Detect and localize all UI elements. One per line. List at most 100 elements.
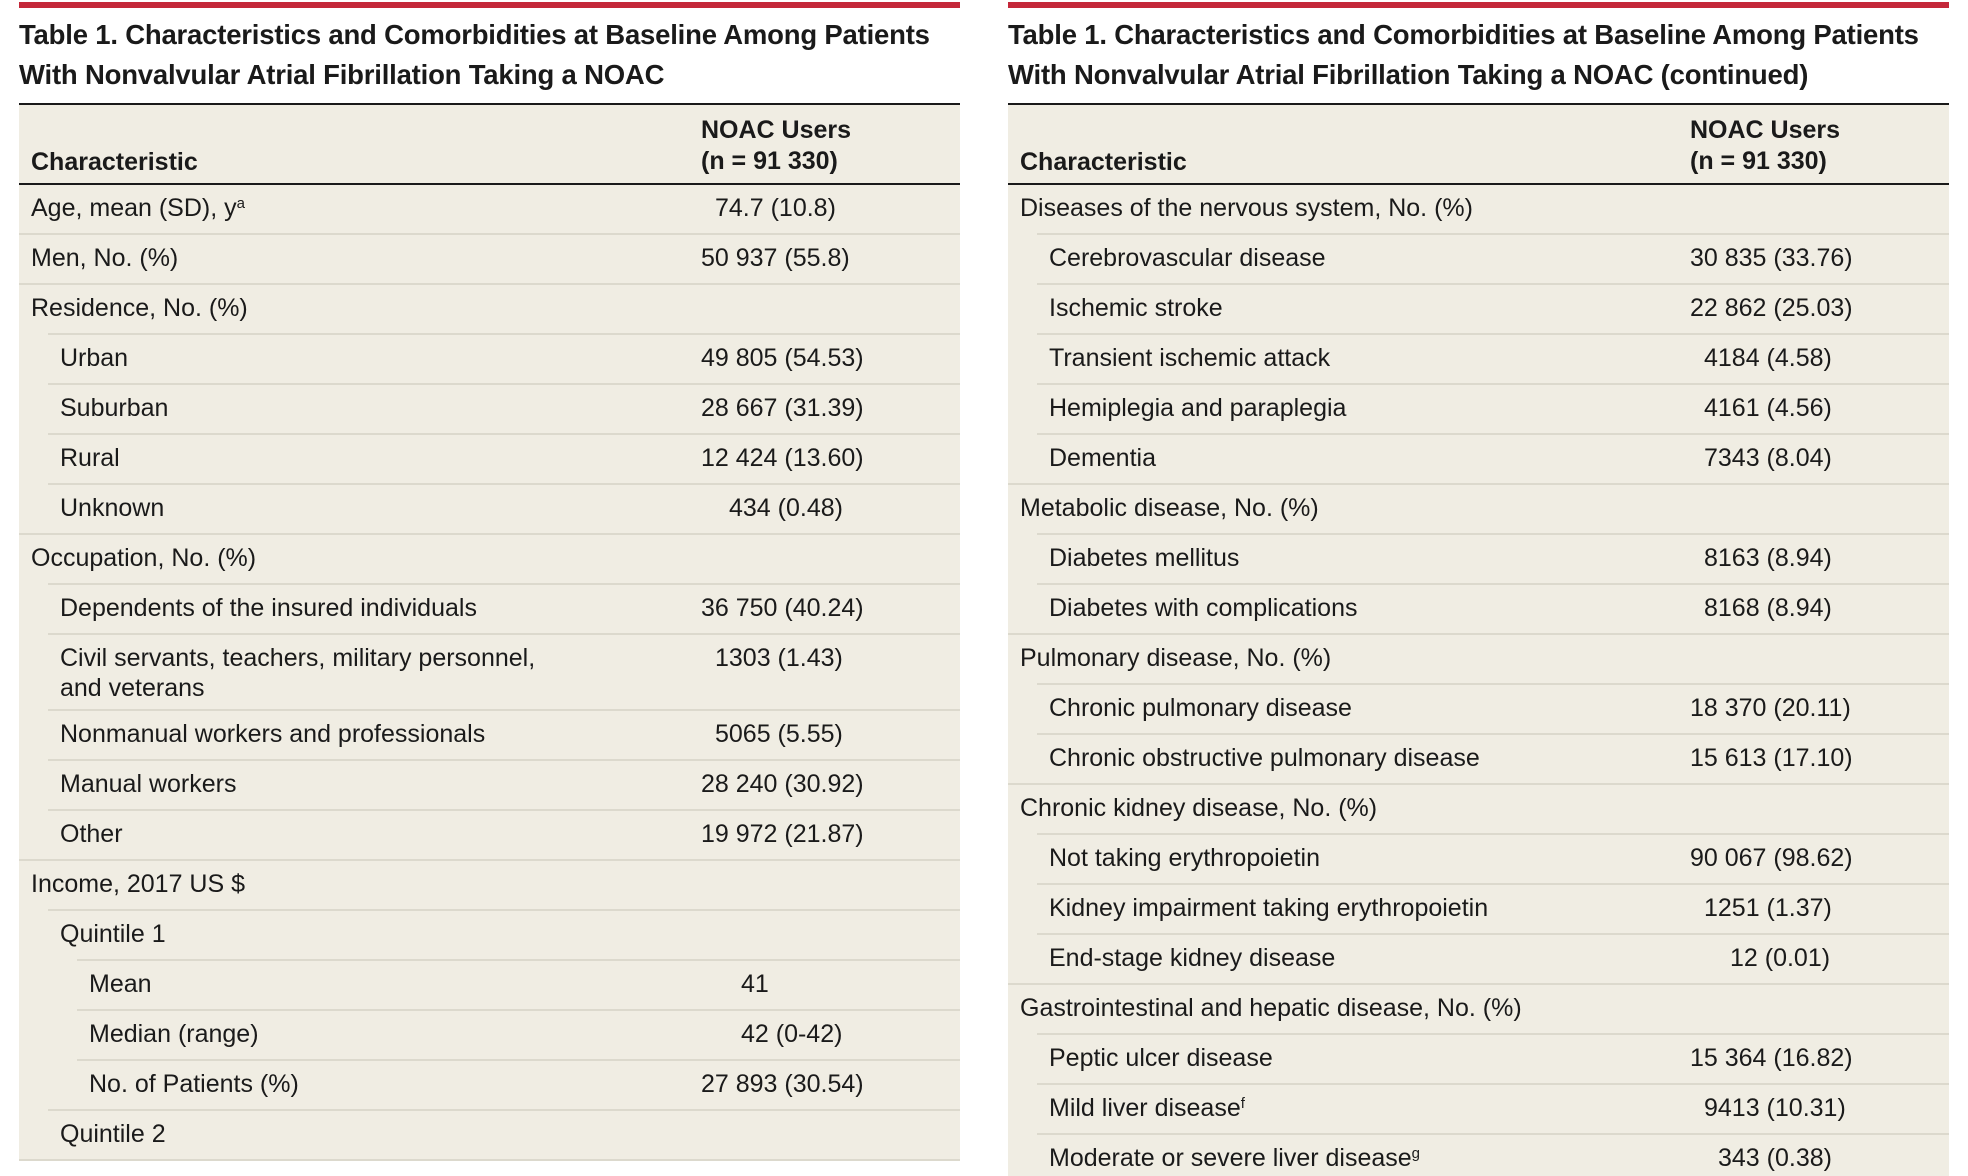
row-value: 12 (0.01)	[1730, 944, 1831, 972]
row-label: Gastrointestinal and hepatic disease, No…	[1020, 993, 1522, 1023]
table-row: Mean 41	[19, 959, 960, 1011]
row-value: 9413 (10.31)	[1704, 1094, 1846, 1122]
row-value: 343 (0.38)	[1718, 1144, 1832, 1172]
table-row: Rural 12 424 (13.60)	[19, 433, 960, 485]
table-row: Ischemic stroke 22 862 (25.03)	[1008, 283, 1949, 335]
table-title: Table 1. Characteristics and Comorbiditi…	[1008, 8, 1949, 103]
row-label-text: Not taking erythropoietin	[1049, 844, 1320, 872]
row-label: Cerebrovascular disease	[1049, 243, 1326, 273]
table-row: Hemiplegia and paraplegia 4161 (4.56)	[1008, 383, 1949, 435]
column-header-line1: NOAC Users	[701, 116, 852, 144]
table-row: Quintile 2	[19, 1109, 960, 1161]
row-label: Peptic ulcer disease	[1049, 1043, 1273, 1073]
row-indent-gap	[19, 433, 48, 435]
row-indent-gap	[1008, 533, 1037, 535]
row-value: 8163 (8.94)	[1704, 544, 1832, 572]
row-indent-gap	[19, 909, 48, 911]
row-label-text: Diabetes with complications	[1049, 594, 1358, 622]
row-value: 434 (0.48)	[729, 494, 843, 522]
row-value: 1303 (1.43)	[715, 644, 843, 672]
table-row: Nonmanual workers and professionals 5065 …	[19, 709, 960, 761]
row-label-text: Chronic pulmonary disease	[1049, 694, 1352, 722]
table-panel-left: Table 1. Characteristics and Comorbiditi…	[19, 0, 960, 1176]
row-indent-gap	[1008, 833, 1037, 835]
table-row: Chronic pulmonary disease 18 370 (20.11)	[1008, 683, 1949, 735]
row-value: 28 667 (31.39)	[701, 394, 864, 422]
row-label: Income, 2017 US $	[31, 869, 245, 899]
row-label: Diabetes with complications	[1049, 593, 1357, 623]
row-label: Quintile 2	[60, 1119, 166, 1149]
row-label: Moderate or severe liver diseaseg	[1049, 1143, 1420, 1173]
column-header-line1: NOAC Users	[1690, 116, 1841, 144]
table-row: Median (range) 42 (0-42)	[19, 1009, 960, 1061]
table-row: Suburban 28 667 (31.39)	[19, 383, 960, 435]
table-row: Pulmonary disease, No. (%)	[1008, 635, 1949, 685]
column-header-line2: (n = 91 330)	[1690, 147, 1827, 175]
row-label: Chronic obstructive pulmonary disease	[1049, 743, 1480, 773]
row-label: Dependents of the insured individuals	[60, 593, 477, 623]
column-header-characteristic: Characteristic	[31, 148, 198, 176]
row-label: Men, No. (%)	[31, 243, 178, 273]
row-indent-gap	[19, 333, 48, 335]
row-label: No. of Patients (%)	[89, 1069, 299, 1099]
row-label: Civil servants, teachers, military perso…	[60, 643, 535, 703]
row-label-text: Pulmonary disease, No. (%)	[1020, 644, 1332, 672]
row-indent-gap	[19, 1109, 48, 1111]
row-indent-gap	[19, 759, 48, 761]
row-label: Age, mean (SD), ya	[31, 193, 245, 223]
table-body: Age, mean (SD), ya 74.7 (10.8) Men, No. (%…	[19, 185, 960, 1161]
row-label-text: Urban	[60, 344, 129, 372]
table-row: End-stage kidney disease 12 (0.01)	[1008, 933, 1949, 985]
row-label-text: Other	[60, 820, 123, 848]
table-row: Income, 2017 US $	[19, 861, 960, 911]
row-label-text: Nonmanual workers and professionals	[60, 720, 486, 748]
row-value: 19 972 (21.87)	[701, 820, 864, 848]
row-label: Diabetes mellitus	[1049, 543, 1239, 573]
table-row: Civil servants, teachers, military perso…	[19, 633, 960, 711]
row-label-text: Mild liver disease	[1049, 1094, 1241, 1122]
row-indent-gap	[1008, 433, 1037, 435]
row-value: 4184 (4.58)	[1704, 344, 1832, 372]
row-label: Mean	[89, 969, 152, 999]
row-label-text: Diabetes mellitus	[1049, 544, 1240, 572]
row-label: Unknown	[60, 493, 164, 523]
row-label: Hemiplegia and paraplegia	[1049, 393, 1346, 423]
row-indent-gap	[1008, 733, 1037, 735]
row-label-text: Median (range)	[89, 1020, 259, 1048]
row-label-text-continued: and veterans	[60, 674, 205, 702]
table-row: Men, No. (%) 50 937 (55.8)	[19, 235, 960, 285]
title-accent-bar	[19, 2, 960, 8]
row-label-text: Chronic kidney disease, No. (%)	[1020, 794, 1378, 822]
table-row: Age, mean (SD), ya 74.7 (10.8)	[19, 185, 960, 235]
row-label: Quintile 1	[60, 919, 166, 949]
row-label-text: Metabolic disease, No. (%)	[1020, 494, 1319, 522]
table-row: Kidney impairment taking erythropoietin 1…	[1008, 883, 1949, 935]
row-label: Other	[60, 819, 123, 849]
row-indent-gap	[19, 383, 48, 385]
row-indent-gap	[1008, 1033, 1037, 1035]
row-label-text: Manual workers	[60, 770, 237, 798]
row-value: 22 862 (25.03)	[1690, 294, 1853, 322]
footnote-marker: a	[236, 195, 245, 212]
row-label: Dementia	[1049, 443, 1156, 473]
table-row: Metabolic disease, No. (%)	[1008, 485, 1949, 535]
row-label: Not taking erythropoietin	[1049, 843, 1320, 873]
row-indent-gap	[19, 583, 48, 585]
row-label-text: Rural	[60, 444, 120, 472]
row-label: Kidney impairment taking erythropoietin	[1049, 893, 1488, 923]
column-header-noac-users: NOAC Users (n = 91 330)	[1690, 115, 1840, 177]
table-row: Moderate or severe liver diseaseg 343 (0.…	[1008, 1133, 1949, 1176]
row-label: Occupation, No. (%)	[31, 543, 256, 573]
row-label-text: Unknown	[60, 494, 165, 522]
row-value: 36 750 (40.24)	[701, 594, 864, 622]
row-value: 49 805 (54.53)	[701, 344, 864, 372]
table-row: Unknown 434 (0.48)	[19, 483, 960, 535]
row-value: 42 (0-42)	[741, 1020, 843, 1048]
table-row: No. of Patients (%) 27 893 (30.54)	[19, 1059, 960, 1111]
row-label-text: Kidney impairment taking erythropoietin	[1049, 894, 1489, 922]
row-label-text: Occupation, No. (%)	[31, 544, 257, 572]
data-table: Characteristic NOAC Users (n = 91 330) D…	[1008, 103, 1949, 1176]
row-label: Median (range)	[89, 1019, 259, 1049]
row-label-text: Quintile 1	[60, 920, 166, 948]
row-label-text: Age, mean (SD), y	[31, 194, 237, 222]
